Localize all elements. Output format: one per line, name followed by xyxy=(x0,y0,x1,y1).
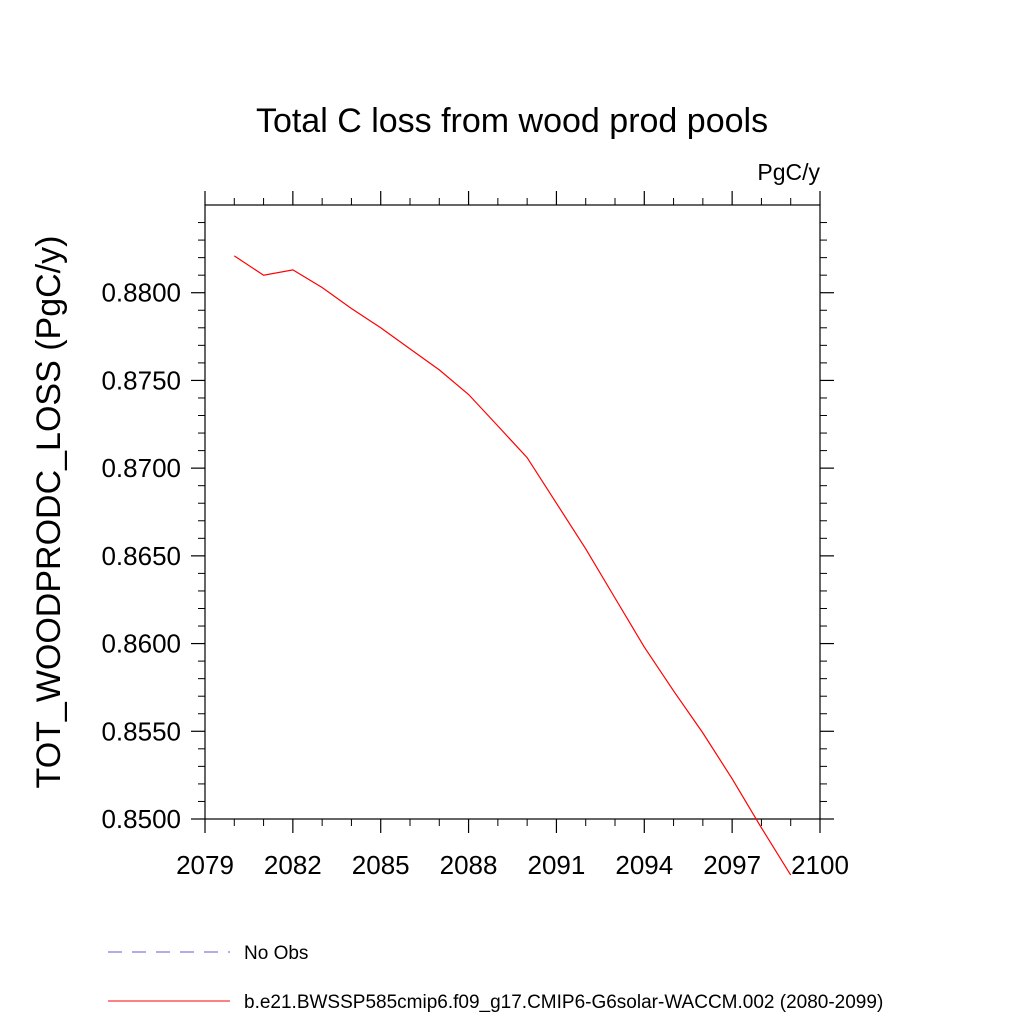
series-line xyxy=(233,255,792,876)
y-tick-label: 0.8800 xyxy=(101,278,181,308)
y-tick-label: 0.8600 xyxy=(101,629,181,659)
series-lines xyxy=(233,255,792,876)
x-tick-label: 2079 xyxy=(176,850,234,880)
chart-title: Total C loss from wood prod pools xyxy=(256,102,768,140)
legend-label: b.e21.BWSSP585cmip6.f09_g17.CMIP6-G6sola… xyxy=(244,992,883,1013)
y-tick-label: 0.8550 xyxy=(101,716,181,746)
units-label: PgC/y xyxy=(757,159,820,185)
y-tick-label: 0.8700 xyxy=(101,453,181,483)
axis-tick-labels: 2079 2082 2085 2088 2091 2094 2097 2100 0.8500 0.… xyxy=(101,278,848,880)
legend: No Obs b.e21.BWSSP585cmip6.f09_g17.CMIP6-… xyxy=(108,943,883,1013)
x-tick-label: 2085 xyxy=(352,850,410,880)
y-axis-label: TOT_WOODPRODC_LOSS (PgC/y) xyxy=(30,236,68,789)
axis-ticks xyxy=(191,191,834,833)
y-tick-label: 0.8750 xyxy=(101,365,181,395)
x-tick-label: 2094 xyxy=(615,850,673,880)
x-tick-label: 2088 xyxy=(440,850,498,880)
x-tick-label: 2091 xyxy=(528,850,586,880)
y-tick-label: 0.8500 xyxy=(101,804,181,834)
legend-label: No Obs xyxy=(244,943,308,964)
x-tick-label: 2097 xyxy=(703,850,761,880)
plot-frame xyxy=(204,204,821,820)
x-tick-label: 2100 xyxy=(791,850,849,880)
x-tick-label: 2082 xyxy=(264,850,322,880)
y-tick-label: 0.8650 xyxy=(101,541,181,571)
